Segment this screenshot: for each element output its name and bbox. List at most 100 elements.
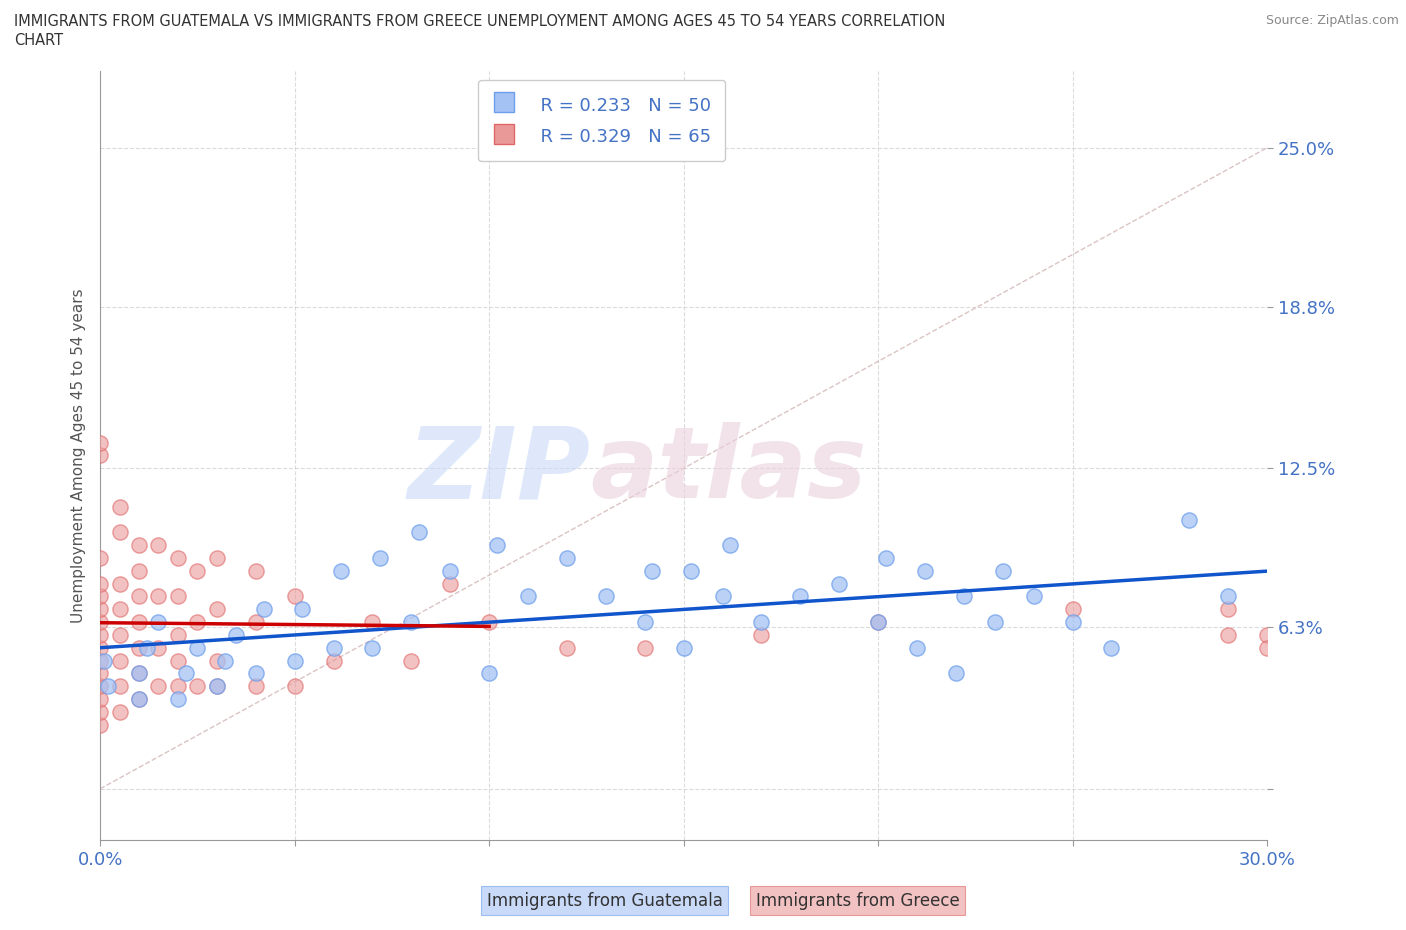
Point (186, 641, 208, 656)
Point (245, 564, 267, 578)
Point (167, 692, 190, 707)
Point (108, 679, 131, 694)
Point (439, 564, 461, 578)
Point (128, 641, 150, 656)
Point (225, 628, 247, 643)
Point (828, 577, 851, 591)
Point (291, 602, 314, 617)
Text: CHART: CHART (14, 33, 63, 47)
Point (108, 628, 131, 643)
Point (478, 666, 501, 681)
Point (186, 679, 208, 694)
Point (914, 564, 936, 578)
Point (128, 692, 150, 707)
Point (284, 653, 307, 668)
Point (252, 602, 274, 617)
Point (555, 551, 578, 565)
Point (1256, 628, 1278, 643)
Point (991, 564, 1014, 578)
Point (439, 577, 461, 591)
Point (128, 615, 150, 630)
Point (401, 615, 423, 630)
Point (128, 666, 150, 681)
Point (89, 435, 111, 450)
Point (186, 615, 208, 630)
Point (751, 628, 773, 643)
Point (245, 615, 267, 630)
Point (205, 679, 228, 694)
Point (148, 538, 170, 552)
Point (1101, 641, 1123, 656)
Point (517, 589, 540, 604)
Point (868, 615, 890, 630)
Point (408, 525, 430, 539)
Point (361, 615, 384, 630)
Point (93, 653, 115, 668)
Point (167, 679, 190, 694)
Point (205, 551, 228, 565)
Point (89, 717, 111, 732)
Point (485, 538, 508, 552)
Point (89, 551, 111, 565)
Point (1022, 589, 1045, 604)
Point (718, 538, 741, 552)
Point (1062, 602, 1084, 617)
Point (361, 641, 384, 656)
Point (641, 564, 664, 578)
Point (89, 641, 111, 656)
Point (205, 653, 228, 668)
Point (89, 666, 111, 681)
Point (174, 666, 197, 681)
Point (108, 602, 131, 617)
Point (868, 615, 890, 630)
Point (952, 589, 974, 604)
Point (128, 564, 150, 578)
Point (148, 641, 170, 656)
Point (1062, 615, 1084, 630)
Point (1256, 641, 1278, 656)
Point (167, 551, 190, 565)
Point (186, 564, 208, 578)
Point (167, 653, 190, 668)
Point (1178, 512, 1201, 527)
Point (401, 653, 423, 668)
Point (945, 666, 967, 681)
Point (89, 628, 111, 643)
Point (89, 679, 111, 694)
Point (330, 564, 353, 578)
Point (984, 615, 1007, 630)
Point (595, 589, 617, 604)
Point (89, 448, 111, 463)
Point (789, 589, 811, 604)
Point (634, 615, 657, 630)
Point (128, 666, 150, 681)
Point (128, 692, 150, 707)
Point (555, 641, 578, 656)
Point (214, 653, 236, 668)
Point (135, 641, 157, 656)
Point (905, 641, 928, 656)
Point (167, 589, 190, 604)
Point (1218, 589, 1240, 604)
Text: Immigrants from Greece: Immigrants from Greece (756, 892, 959, 910)
Point (245, 666, 267, 681)
Point (245, 679, 267, 694)
Point (89, 577, 111, 591)
Point (875, 551, 897, 565)
Point (1218, 628, 1240, 643)
Point (148, 589, 170, 604)
Point (89, 602, 111, 617)
Point (751, 615, 773, 630)
Text: ZIP: ZIP (408, 422, 591, 519)
Point (128, 589, 150, 604)
Point (89, 589, 111, 604)
Point (167, 628, 190, 643)
Point (108, 704, 131, 719)
Point (284, 679, 307, 694)
Text: IMMIGRANTS FROM GUATEMALA VS IMMIGRANTS FROM GREECE UNEMPLOYMENT AMONG AGES 45 T: IMMIGRANTS FROM GUATEMALA VS IMMIGRANTS … (14, 14, 945, 29)
Point (322, 653, 344, 668)
Point (108, 577, 131, 591)
Point (108, 525, 131, 539)
Point (148, 615, 170, 630)
Point (478, 615, 501, 630)
